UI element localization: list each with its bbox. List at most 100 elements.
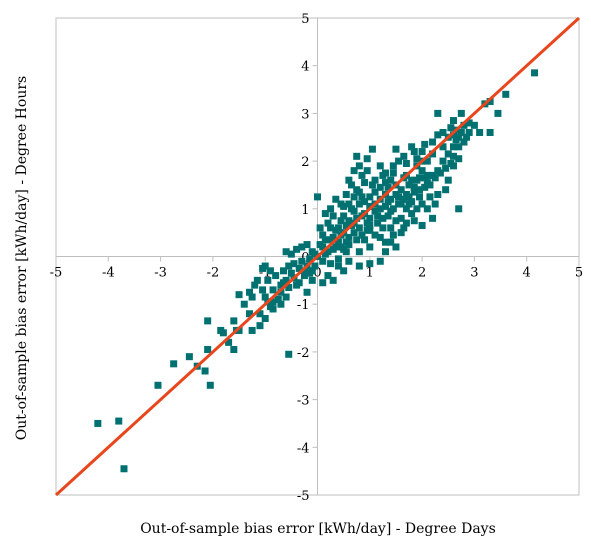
data-point [277, 288, 285, 296]
data-point [366, 226, 374, 234]
data-point [355, 248, 363, 256]
data-point [447, 159, 455, 167]
data-point [314, 193, 321, 201]
x-tick-label: -2 [207, 266, 220, 281]
data-point [376, 233, 384, 241]
y-tick-label: -3 [297, 394, 310, 409]
data-point [337, 217, 345, 225]
data-point [376, 205, 384, 213]
data-point [402, 219, 410, 227]
y-tick-label: -4 [297, 441, 310, 456]
data-point [442, 164, 450, 172]
data-point [402, 190, 410, 198]
data-point [170, 360, 178, 368]
data-point [449, 117, 457, 125]
data-point [290, 260, 298, 268]
data-points [94, 69, 539, 473]
data-point [316, 241, 324, 249]
data-point [465, 119, 473, 127]
x-tick-label: 2 [418, 266, 426, 281]
data-point [413, 205, 421, 213]
data-point [115, 417, 123, 425]
data-point [311, 262, 319, 270]
data-point [361, 179, 369, 187]
data-point [355, 200, 363, 208]
data-point [436, 169, 444, 177]
data-point [408, 176, 416, 184]
data-point [185, 353, 193, 361]
data-point [266, 267, 274, 275]
data-point [358, 231, 366, 239]
data-point [400, 195, 408, 203]
data-point [376, 162, 384, 170]
data-point [421, 183, 429, 191]
data-point [426, 181, 434, 189]
data-point [421, 140, 429, 148]
data-point [355, 224, 363, 232]
data-point [502, 90, 510, 98]
data-point [334, 262, 342, 270]
data-point [449, 152, 457, 160]
data-point [246, 288, 254, 296]
data-point [410, 217, 418, 225]
data-point [206, 381, 214, 389]
data-point [455, 155, 463, 163]
data-point [402, 205, 410, 213]
data-point [274, 295, 282, 303]
y-tick-label: 4 [301, 60, 309, 75]
x-tick-label: 3 [470, 266, 478, 281]
data-point [340, 212, 348, 220]
data-point [371, 176, 379, 184]
y-tick-label: 0 [301, 251, 309, 266]
data-point [444, 150, 452, 158]
data-point [327, 236, 335, 244]
data-point [259, 264, 267, 272]
data-point [282, 248, 290, 256]
data-point [397, 200, 405, 208]
data-point [327, 205, 335, 213]
data-point [235, 291, 243, 299]
data-point [345, 176, 353, 184]
data-point [321, 250, 329, 258]
data-point [329, 276, 337, 284]
data-point [447, 124, 455, 132]
x-tick-label: 4 [523, 266, 531, 281]
data-point [392, 243, 400, 251]
data-point [395, 193, 403, 201]
data-point [324, 219, 332, 227]
data-point [389, 205, 397, 213]
data-point [256, 310, 264, 318]
data-point [387, 176, 395, 184]
data-point [342, 248, 350, 256]
data-point [392, 217, 400, 225]
data-point [410, 148, 418, 156]
data-point [363, 167, 371, 175]
data-point [327, 224, 335, 232]
data-point [486, 97, 494, 105]
data-point [444, 176, 452, 184]
data-point [449, 131, 457, 139]
data-point [345, 241, 353, 249]
data-point [405, 200, 413, 208]
data-point [298, 257, 306, 265]
y-axis-title: Out-of-sample bias error [kWh/day] - Deg… [14, 76, 30, 440]
data-point [261, 293, 269, 301]
data-point [376, 257, 384, 265]
data-point [347, 181, 355, 189]
data-point [248, 293, 256, 301]
x-tick-label: -4 [102, 266, 115, 281]
data-point [355, 262, 363, 270]
data-point [246, 310, 254, 318]
data-point [429, 138, 437, 146]
data-point [204, 317, 212, 325]
data-point [366, 221, 374, 229]
data-point [449, 143, 457, 151]
data-point [269, 305, 277, 313]
data-point [486, 128, 494, 136]
data-point [350, 229, 358, 237]
x-tick-label: -3 [154, 266, 167, 281]
data-point [442, 186, 450, 194]
data-point [421, 174, 429, 182]
data-point [240, 300, 248, 308]
